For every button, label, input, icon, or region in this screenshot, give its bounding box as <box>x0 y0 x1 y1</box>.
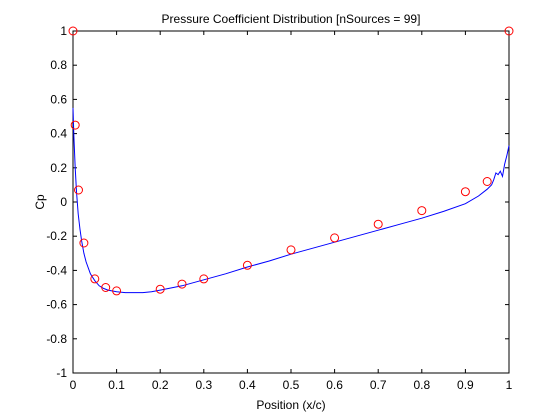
y-tick-label: 0.4 <box>50 127 67 141</box>
x-tick-label: 0.6 <box>326 378 343 392</box>
x-tick-label: 0.2 <box>152 378 169 392</box>
x-tick-label: 0 <box>70 378 77 392</box>
x-tick-label: 0.5 <box>283 378 300 392</box>
x-tick-label: 0.7 <box>370 378 387 392</box>
y-tick-label: 0.6 <box>50 92 67 106</box>
y-tick-label: -0.2 <box>46 229 67 243</box>
y-tick-label: -0.4 <box>46 263 67 277</box>
x-tick-label: 0.1 <box>108 378 125 392</box>
y-axis-label: Cp <box>33 194 47 210</box>
x-tick-label: 0.8 <box>413 378 430 392</box>
x-axis-label: Position (x/c) <box>256 398 325 412</box>
chart-title: Pressure Coefficient Distribution [nSour… <box>162 12 421 26</box>
y-tick-label: 1 <box>60 24 67 38</box>
y-tick-label: -0.8 <box>46 332 67 346</box>
x-tick-label: 0.3 <box>195 378 212 392</box>
y-tick-label: 0 <box>60 195 67 209</box>
x-tick-label: 1 <box>506 378 513 392</box>
x-tick-label: 0.9 <box>457 378 474 392</box>
x-tick-label: 0.4 <box>239 378 256 392</box>
y-tick-label: -1 <box>56 366 67 380</box>
y-tick-label: -0.6 <box>46 298 67 312</box>
plot-area <box>73 31 509 373</box>
y-tick-label: 0.2 <box>50 161 67 175</box>
y-tick-label: 0.8 <box>50 58 67 72</box>
